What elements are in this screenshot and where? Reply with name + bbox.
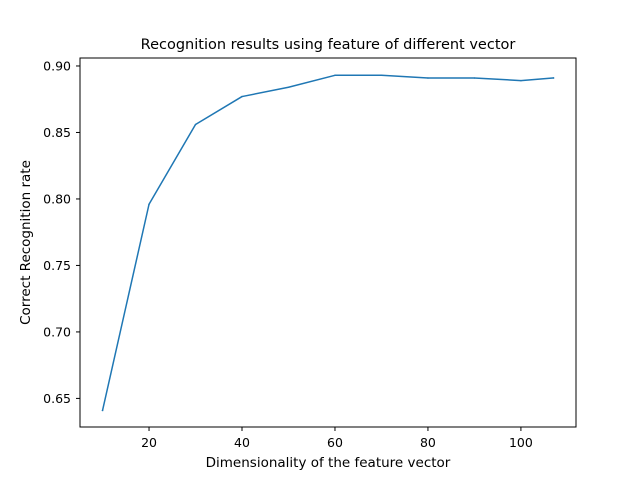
data-point <box>194 123 197 126</box>
x-axis-label: Dimensionality of the feature vector <box>206 455 451 471</box>
x-tick-label: 20 <box>141 435 157 450</box>
x-tick-label: 60 <box>327 435 343 450</box>
data-point <box>552 77 555 79</box>
y-tick-label: 0.90 <box>43 58 71 73</box>
data-point <box>473 77 476 79</box>
y-tick-label: 0.65 <box>43 391 71 406</box>
x-tick-label: 100 <box>509 435 533 450</box>
data-point <box>427 77 429 79</box>
x-tick-label: 80 <box>420 435 436 450</box>
y-tick-label: 0.85 <box>43 125 71 140</box>
data-point <box>101 409 104 412</box>
data-point <box>520 79 522 82</box>
data-point <box>334 74 336 77</box>
data-point <box>287 86 290 88</box>
y-axis-ticks: 0.65 0.70 0.75 0.80 0.85 0.90 <box>43 58 80 406</box>
y-tick-label: 0.75 <box>43 258 71 273</box>
chart-title: Recognition results using feature of dif… <box>141 37 516 53</box>
plot-frame <box>79 57 577 428</box>
data-point <box>148 203 150 206</box>
data-point <box>241 95 243 98</box>
plot-background <box>80 58 576 427</box>
y-tick-label: 0.80 <box>43 191 71 206</box>
y-axis-label: Correct Recognition rate <box>18 160 34 325</box>
x-axis-ticks: 20 40 60 80 100 <box>141 427 533 450</box>
x-tick-label: 40 <box>234 435 250 450</box>
series-layer <box>101 74 555 412</box>
plot-area: 20 40 60 80 100 0.65 0.70 0.75 0.80 0.85 0.90 <box>43 57 577 450</box>
data-point <box>380 74 383 77</box>
y-tick-label: 0.70 <box>43 324 71 339</box>
